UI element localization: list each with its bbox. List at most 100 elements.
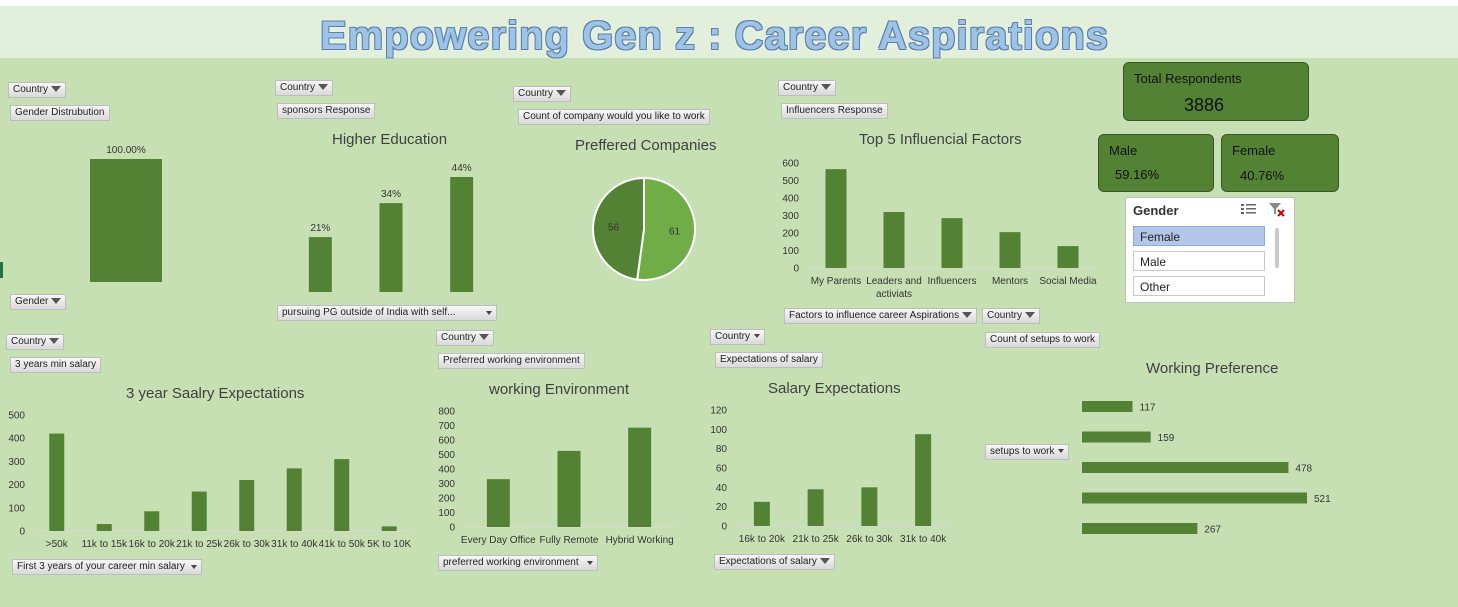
first-3yr-salary-field-button[interactable]: First 3 years of your career min salary bbox=[12, 559, 202, 575]
female-label: Female bbox=[1232, 143, 1276, 158]
bar bbox=[1082, 492, 1307, 504]
x-tick-label: >50k bbox=[46, 539, 69, 550]
count-company-label: Count of company would you like to work bbox=[523, 111, 705, 122]
country-filter-button-3[interactable]: Country bbox=[513, 86, 572, 102]
y-tick-label: 200 bbox=[782, 229, 799, 240]
setups-to-work-field-button[interactable]: setups to work bbox=[985, 444, 1070, 460]
bar bbox=[999, 232, 1021, 268]
slicer-item-male[interactable]: Male bbox=[1133, 251, 1265, 271]
x-tick-label: Leaders and bbox=[866, 276, 922, 287]
country-filter-label: Country bbox=[13, 84, 49, 95]
data-label: 478 bbox=[1295, 464, 1312, 475]
gender-distribution-label: Gender Distrubution bbox=[15, 107, 105, 118]
factors-field-button[interactable]: Factors to influence career Aspirations bbox=[784, 308, 978, 324]
country-filter-label: Country bbox=[715, 331, 751, 342]
y-tick-label: 200 bbox=[438, 494, 455, 505]
country-filter-label: Country bbox=[280, 82, 316, 93]
country-filter-button-4[interactable]: Country bbox=[778, 80, 837, 96]
y-tick-label: 0 bbox=[793, 264, 799, 275]
country-filter-button-6[interactable]: Country bbox=[6, 334, 65, 350]
slicer-title: Gender bbox=[1133, 203, 1179, 218]
chart-title-salary3: 3 year Saalry Expectations bbox=[126, 385, 305, 402]
slicer-scrollbar[interactable] bbox=[1275, 228, 1279, 268]
country-filter-label: Country bbox=[518, 88, 554, 99]
bar bbox=[308, 237, 332, 292]
x-tick-label: Hybrid Working bbox=[606, 535, 674, 546]
filter-icon bbox=[51, 86, 62, 93]
y-tick-label: 600 bbox=[782, 159, 799, 170]
y-tick-label: 100 bbox=[8, 503, 25, 514]
gender-filter-button[interactable]: Gender bbox=[10, 294, 67, 310]
country-filter-label: Country bbox=[11, 336, 47, 347]
x-tick-label: Influencers bbox=[928, 276, 977, 287]
chart-title-salaryexp: Salary Expectations bbox=[768, 380, 901, 397]
salary-expectations-chart: 0 20 40 60 80 100 120 16k to 20k 21k to 25k 26k t… bbox=[710, 406, 950, 545]
preferred-companies-chart: 61 56 bbox=[592, 176, 696, 281]
factors-label: Factors to influence career Aspirations bbox=[789, 310, 960, 321]
bar bbox=[1082, 401, 1133, 412]
y-tick-label: 300 bbox=[8, 457, 25, 468]
filter-icon bbox=[49, 338, 60, 345]
expectations-salary-field-button[interactable]: Expectations of salary bbox=[715, 352, 823, 368]
min-salary-field-button[interactable]: 3 years min salary bbox=[10, 357, 102, 373]
preferred-env-row-label: preferred working environment bbox=[443, 557, 579, 568]
x-tick-label: 26k to 30k bbox=[846, 534, 893, 545]
clear-filter-icon[interactable] bbox=[1268, 201, 1286, 217]
country-filter-label: Country bbox=[783, 82, 819, 93]
data-label: 44% bbox=[452, 163, 472, 174]
preferred-env-row-field-button[interactable]: preferred working environment bbox=[438, 555, 598, 571]
chart-title-workenv: working Environment bbox=[489, 381, 630, 398]
pursuing-pg-field-button[interactable]: pursuing PG outside of India with self..… bbox=[277, 305, 497, 321]
influencers-response-field-button[interactable]: Influencers Response bbox=[781, 103, 888, 119]
y-tick-label: 700 bbox=[438, 421, 455, 432]
bar bbox=[1057, 246, 1079, 268]
country-filter-button-7[interactable]: Country bbox=[436, 330, 495, 346]
bar bbox=[557, 450, 581, 527]
bar bbox=[334, 459, 350, 531]
count-setups-label: Count of setups to work bbox=[990, 334, 1096, 345]
salary-3yr-chart: 0 100 200 300 400 500 >50k 11k to 15k 16k to 20k… bbox=[8, 411, 413, 550]
expectations-salary-row-label: Expectations of salary bbox=[719, 556, 817, 567]
y-tick-label: 500 bbox=[782, 176, 799, 187]
country-filter-label: Country bbox=[441, 332, 477, 343]
expectations-salary-row-field-button[interactable]: Expectations of salary bbox=[714, 554, 835, 570]
x-tick-label: 21k to 25k bbox=[176, 539, 223, 550]
gender-slicer[interactable]: Gender Female Male Other bbox=[1125, 197, 1295, 303]
count-setups-field-button[interactable]: Count of setups to work bbox=[985, 332, 1101, 348]
setups-to-work-label: setups to work bbox=[990, 446, 1055, 457]
country-filter-label: Country bbox=[987, 310, 1023, 321]
count-company-field-button[interactable]: Count of company would you like to work bbox=[518, 109, 710, 125]
filter-icon bbox=[479, 334, 490, 341]
bar bbox=[753, 501, 770, 526]
working-preference-chart: 117 159 478 521 267 bbox=[1082, 401, 1331, 536]
x-tick-label: Every Day Office bbox=[461, 535, 536, 546]
chart-title-higher: Higher Education bbox=[332, 131, 448, 148]
multi-select-icon[interactable] bbox=[1240, 202, 1258, 216]
influencers-response-label: Influencers Response bbox=[786, 105, 883, 116]
chevron-down-icon bbox=[587, 561, 593, 565]
country-filter-button-8[interactable]: Country bbox=[710, 329, 766, 345]
y-tick-label: 80 bbox=[716, 444, 728, 455]
slicer-item-female[interactable]: Female bbox=[1133, 226, 1265, 246]
x-tick-label: 31k to 40k bbox=[271, 539, 318, 550]
sponsors-response-label: sponsors Response bbox=[282, 105, 371, 116]
pie-data-label: 56 bbox=[608, 222, 620, 233]
data-label: 159 bbox=[1158, 433, 1175, 444]
y-tick-label: 100 bbox=[782, 246, 799, 257]
bar bbox=[96, 524, 112, 531]
data-label: 521 bbox=[1314, 494, 1331, 505]
gender-distribution-field-button[interactable]: Gender Distrubution bbox=[10, 105, 110, 121]
expectations-salary-label: Expectations of salary bbox=[720, 354, 818, 365]
slicer-item-other[interactable]: Other bbox=[1133, 276, 1265, 296]
bar bbox=[1082, 431, 1151, 443]
country-filter-button-5[interactable]: Country bbox=[982, 308, 1041, 324]
preferred-env-field-button[interactable]: Preferred working environment bbox=[438, 353, 585, 369]
country-filter-button-2[interactable]: Country bbox=[275, 80, 334, 96]
country-filter-button-1[interactable]: Country bbox=[8, 82, 67, 98]
y-tick-label: 60 bbox=[716, 464, 728, 475]
x-tick-label: Social Media bbox=[1039, 276, 1097, 287]
y-tick-label: 300 bbox=[438, 479, 455, 490]
sponsors-response-field-button[interactable]: sponsors Response bbox=[277, 103, 376, 119]
filter-icon bbox=[318, 84, 329, 91]
bar bbox=[883, 212, 905, 268]
